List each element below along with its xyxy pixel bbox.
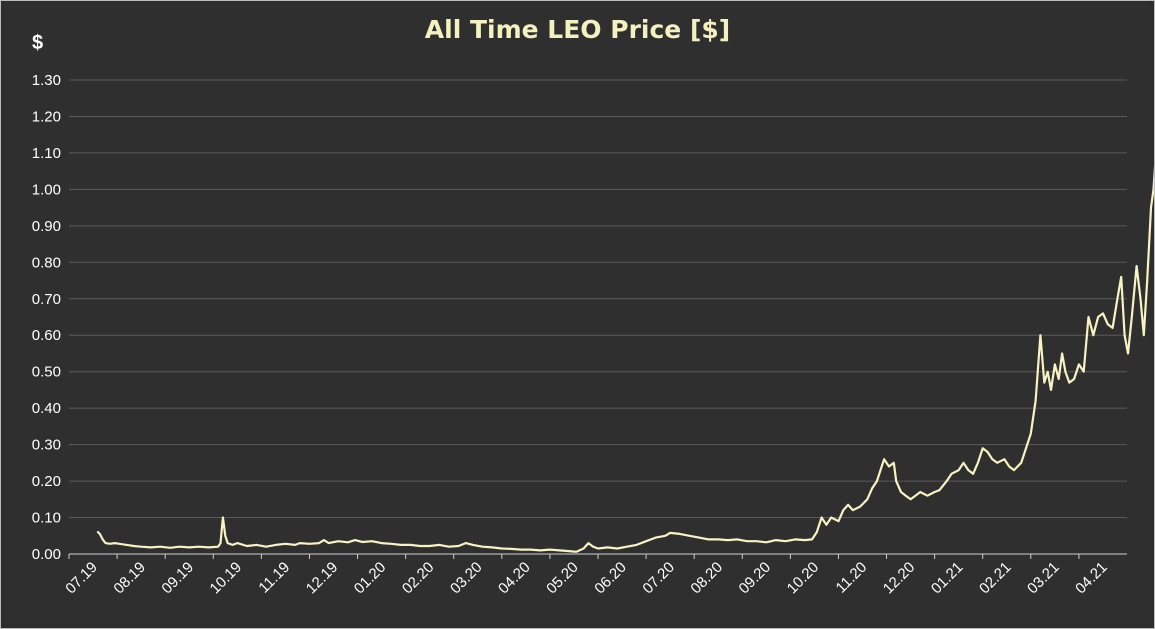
x-tick-label: 11.20 bbox=[833, 559, 871, 597]
x-tick-label: 07.20 bbox=[639, 559, 678, 598]
y-tick-label: 0.30 bbox=[32, 437, 61, 454]
price-series-line bbox=[96, 165, 1154, 553]
x-tick-label: 10.19 bbox=[207, 559, 246, 598]
y-tick-label: 0.80 bbox=[32, 254, 61, 271]
x-tick-label: 08.19 bbox=[110, 559, 149, 598]
y-tick-label: 0.40 bbox=[32, 400, 61, 417]
x-tick-label: 02.21 bbox=[976, 559, 1015, 598]
x-tick-label: 12.19 bbox=[303, 559, 342, 598]
y-tick-label: 0.50 bbox=[32, 364, 61, 381]
x-tick-label: 01.21 bbox=[928, 559, 967, 598]
x-tick-label: 06.20 bbox=[591, 559, 630, 598]
x-tick-label: 07.19 bbox=[62, 559, 101, 598]
x-tick-label: 04.20 bbox=[495, 559, 534, 598]
x-tick-label: 04.21 bbox=[1072, 559, 1111, 598]
y-tick-label: 1.00 bbox=[32, 181, 61, 198]
chart-title: All Time LEO Price [$] bbox=[424, 15, 731, 44]
y-tick-label: 0.20 bbox=[32, 473, 61, 490]
x-tick-label: 09.20 bbox=[736, 559, 775, 598]
x-tick-label: 08.20 bbox=[687, 559, 726, 598]
y-tick-label: 0.90 bbox=[32, 218, 61, 235]
y-tick-label: 1.30 bbox=[32, 72, 61, 89]
y-tick-label: 0.70 bbox=[32, 291, 61, 308]
x-tick-label: 10.20 bbox=[784, 559, 823, 598]
x-tick-label: 12.20 bbox=[880, 559, 919, 598]
chart-panel bbox=[4, 4, 1151, 625]
y-tick-label: 1.10 bbox=[32, 145, 61, 162]
x-tick-label: 11.19 bbox=[255, 559, 293, 597]
x-tick-label: 01.20 bbox=[351, 559, 390, 598]
x-tick-label: 09.19 bbox=[158, 559, 197, 598]
x-tick-label: 03.21 bbox=[1024, 559, 1063, 598]
x-tick-label: 03.20 bbox=[447, 559, 486, 598]
y-axis-unit-label: $ bbox=[32, 32, 44, 54]
y-tick-label: 1.20 bbox=[32, 108, 61, 125]
x-tick-label: 02.20 bbox=[399, 559, 438, 598]
x-tick-label: 05.20 bbox=[543, 559, 582, 598]
y-tick-label: 0.10 bbox=[32, 510, 61, 527]
y-tick-label: 0.00 bbox=[32, 546, 61, 563]
y-tick-label: 0.60 bbox=[32, 327, 61, 344]
